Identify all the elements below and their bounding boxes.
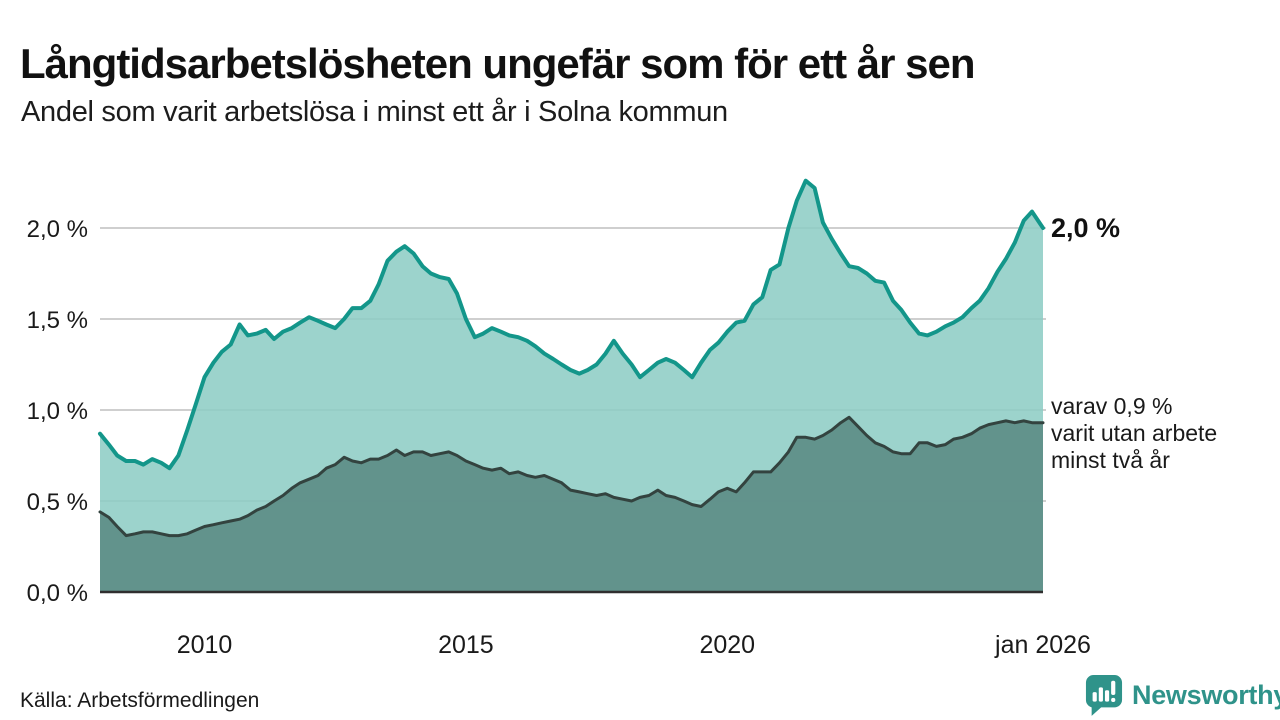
x-tick-label: 2010 xyxy=(177,631,233,659)
y-tick-label: 0,0 % xyxy=(27,580,88,607)
exclamation-bar xyxy=(1111,680,1116,695)
line-unemployed-one-year xyxy=(98,178,1045,471)
chart-subtitle: Andel som varit arbetslösa i minst ett å… xyxy=(21,96,728,128)
bar-1 xyxy=(1092,692,1097,702)
end-label-line3: minst två år xyxy=(1051,447,1170,473)
speech-bubble-shape xyxy=(1085,675,1123,716)
newsworthy-logo-icon xyxy=(1085,675,1123,716)
source-credit: Källa: Arbetsförmedlingen xyxy=(20,689,260,712)
y-tick-label: 2,0 % xyxy=(27,216,88,243)
area-unemployed-two-years xyxy=(100,417,1043,592)
end-label-line2: varit utan arbete xyxy=(1051,420,1218,446)
line-unemployed-two-years xyxy=(98,415,1045,538)
x-tick-label: jan 2026 xyxy=(994,631,1091,659)
end-value-label-one-year: 2,0 % xyxy=(1051,213,1121,243)
y-tick-label: 1,5 % xyxy=(27,307,88,334)
brand-name: Newsworthy xyxy=(1132,679,1280,710)
newsworthy-logo: Newsworthy xyxy=(1085,674,1280,716)
x-tick-label: 2020 xyxy=(699,631,755,659)
exclamation-dot xyxy=(1111,697,1116,703)
end-value-label-two-years: varav 0,9 % varit utan arbete minst två … xyxy=(1051,393,1217,474)
x-tick-label: 2015 xyxy=(438,631,494,659)
y-tick-label: 0,5 % xyxy=(27,489,88,516)
y-tick-label: 1,0 % xyxy=(27,398,88,425)
page-title: Långtidsarbetslösheten ungefär som för e… xyxy=(20,40,976,88)
bar-2 xyxy=(1098,687,1103,702)
end-label-line1: varav 0,9 % xyxy=(1051,393,1173,419)
bar-3 xyxy=(1104,690,1110,702)
